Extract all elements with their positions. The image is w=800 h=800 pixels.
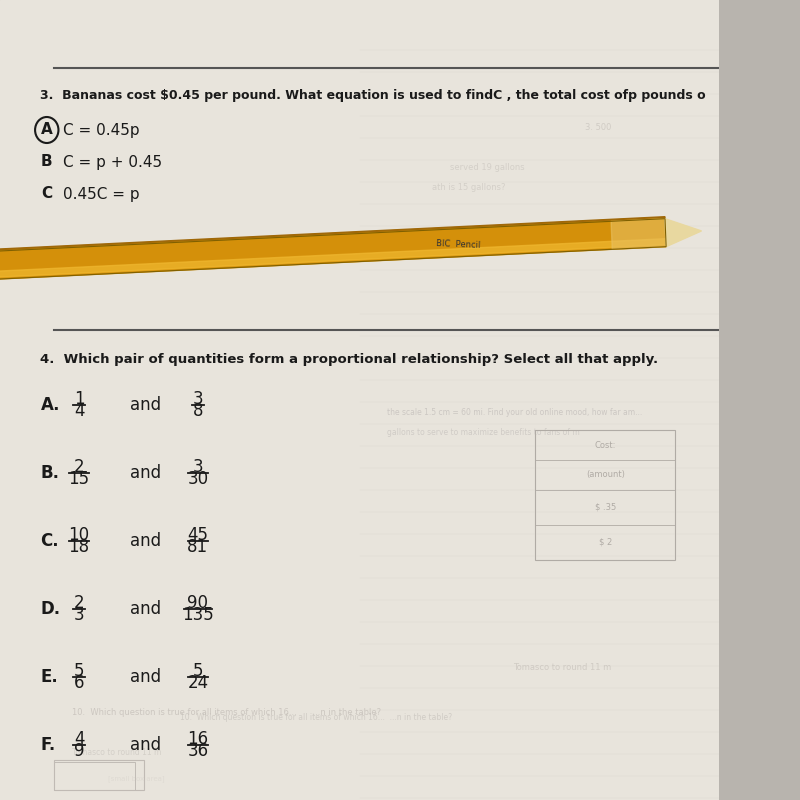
Bar [54, 760, 144, 790]
Text: [small box area]: [small box area] [108, 775, 165, 782]
Text: C.: C. [41, 532, 59, 550]
Text: A.: A. [41, 396, 60, 414]
Text: 4: 4 [74, 402, 84, 420]
Text: 90: 90 [187, 594, 208, 612]
Bar [54, 762, 135, 790]
Text: 81: 81 [187, 538, 209, 556]
Polygon shape [665, 218, 702, 246]
Text: served 19 gallons: served 19 gallons [450, 163, 524, 172]
Text: the scale 1.5 cm = 60 mi. Find your old online mood, how far am...: the scale 1.5 cm = 60 mi. Find your old … [386, 408, 642, 417]
Text: $ .35: $ .35 [594, 502, 616, 511]
Text: 30: 30 [187, 470, 209, 488]
Text: and: and [130, 396, 162, 414]
Polygon shape [611, 218, 666, 250]
Text: 24: 24 [187, 674, 209, 692]
Text: 9: 9 [74, 742, 84, 760]
Text: 135: 135 [182, 606, 214, 624]
Text: (amount): (amount) [586, 470, 625, 479]
Text: 15: 15 [69, 470, 90, 488]
Text: and: and [130, 464, 162, 482]
Text: E.: E. [41, 668, 58, 686]
Text: and: and [130, 736, 162, 754]
Text: and: and [130, 668, 162, 686]
Text: and: and [130, 532, 162, 550]
Text: 3. 500: 3. 500 [585, 123, 611, 132]
Text: and: and [130, 600, 162, 618]
Text: 3: 3 [193, 390, 203, 408]
Text: 10.  Which question is true for all items of which 16...  ...n in the table?: 10. Which question is true for all items… [180, 713, 452, 722]
Text: 5: 5 [74, 662, 84, 680]
Text: 1: 1 [74, 390, 85, 408]
Text: 4: 4 [74, 730, 84, 748]
Polygon shape [0, 217, 665, 251]
Text: 3: 3 [193, 458, 203, 476]
Text: gallons to serve to maximize benefits to fans of m: gallons to serve to maximize benefits to… [386, 428, 579, 437]
Text: Cost:: Cost: [594, 441, 616, 450]
Text: 16: 16 [187, 730, 209, 748]
Bar [535, 430, 674, 560]
Text: 36: 36 [187, 742, 209, 760]
Text: Tomasco to round 11 m: Tomasco to round 11 m [72, 748, 162, 757]
Text: 2: 2 [74, 458, 85, 476]
Text: F.: F. [41, 736, 56, 754]
Polygon shape [0, 218, 666, 279]
Text: 8: 8 [193, 402, 203, 420]
Text: 4.  Which pair of quantities form a proportional relationship? Select all that a: 4. Which pair of quantities form a propo… [41, 354, 658, 366]
Text: A: A [41, 122, 53, 138]
Text: 2: 2 [74, 594, 85, 612]
Polygon shape [0, 238, 666, 278]
Text: ath is 15 gallons?: ath is 15 gallons? [432, 183, 506, 192]
Text: 45: 45 [187, 526, 208, 544]
Text: 3: 3 [74, 606, 85, 624]
Text: 6: 6 [74, 674, 84, 692]
Text: 18: 18 [69, 538, 90, 556]
Text: 0.45C = p: 0.45C = p [63, 186, 139, 202]
Text: B.: B. [41, 464, 59, 482]
Text: Tomasco to round 11 m: Tomasco to round 11 m [513, 663, 611, 672]
Text: BIC  Pencil: BIC Pencil [436, 239, 481, 250]
Text: D.: D. [41, 600, 61, 618]
Text: C = p + 0.45: C = p + 0.45 [63, 154, 162, 170]
Text: 10.  Which question is true for all items of which 16...      ...n in the table?: 10. Which question is true for all items… [72, 708, 381, 717]
Text: 3.  Bananas cost $0.45 per pound. What equation is used to findC , the total cos: 3. Bananas cost $0.45 per pound. What eq… [41, 89, 706, 102]
Text: B: B [41, 154, 53, 170]
Text: $ 2: $ 2 [598, 538, 612, 546]
Text: 5: 5 [193, 662, 203, 680]
Text: C: C [42, 186, 52, 202]
Text: C = 0.45p: C = 0.45p [63, 122, 139, 138]
Text: 10: 10 [69, 526, 90, 544]
